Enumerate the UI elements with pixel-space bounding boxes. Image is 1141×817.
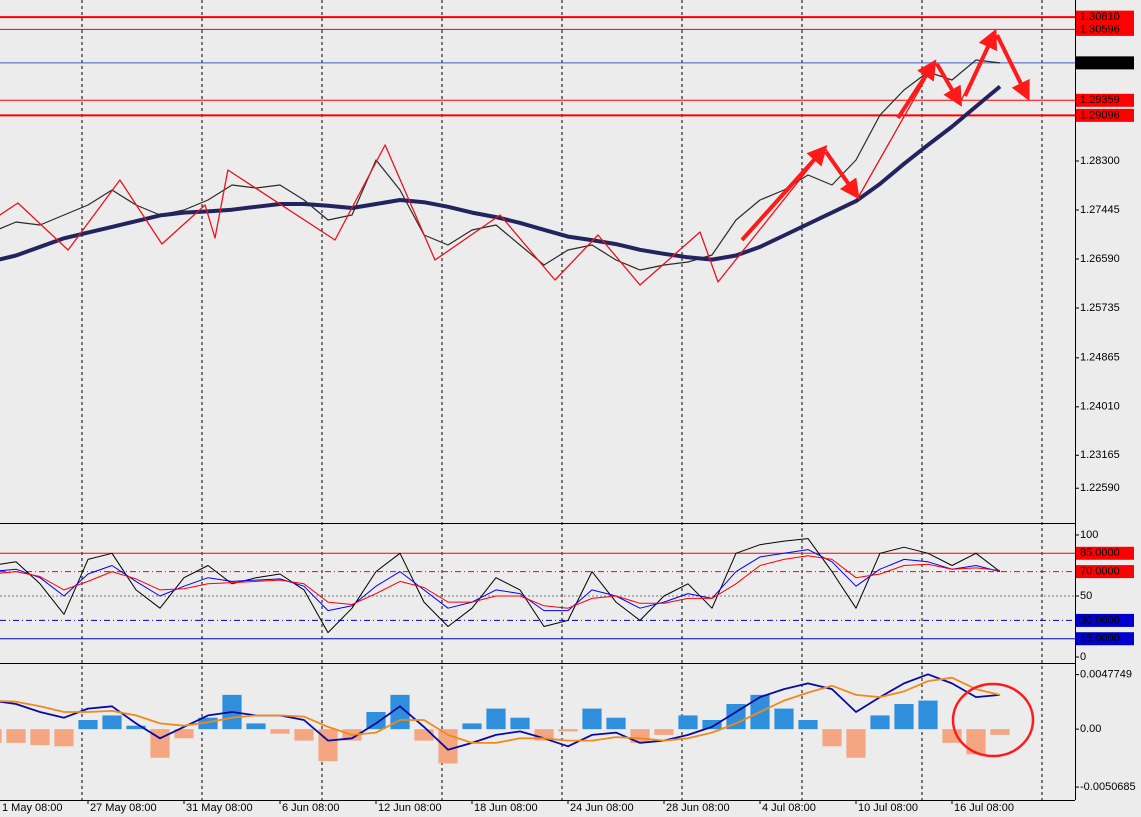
y-tick-label: 100 <box>1080 529 1098 541</box>
histogram-bar <box>894 704 914 730</box>
histogram-bar <box>678 715 698 730</box>
frame <box>0 0 1076 801</box>
level-label: 1.29359 <box>1080 94 1120 106</box>
histogram-bar <box>102 715 122 730</box>
series-line <box>0 676 1001 744</box>
histogram-bar <box>126 725 146 730</box>
series-line <box>0 538 1001 634</box>
x-tick-label: 27 May 08:00 <box>90 802 157 814</box>
histogram-bar <box>822 729 842 747</box>
level-label: 1.30596 <box>1080 23 1120 35</box>
y-tick-label: 50 <box>1080 590 1092 602</box>
histogram-bar <box>966 729 986 755</box>
level-label-box <box>1076 22 1134 36</box>
histogram-bar <box>486 708 506 730</box>
series-line <box>0 555 1001 609</box>
pane <box>0 673 1010 764</box>
y-tick-label: 1.24010 <box>1080 401 1120 413</box>
y-tick-label: 1.27445 <box>1080 204 1120 216</box>
histogram-bar <box>846 729 866 758</box>
x-tick-label: 10 Jul 08:00 <box>858 802 918 814</box>
series-line <box>0 673 1001 751</box>
y-tick-label: 1.28300 <box>1080 155 1120 167</box>
x-tick-label: 18 Jun 08:00 <box>474 802 538 814</box>
y-tick-label: 0.0047749 <box>1080 668 1132 680</box>
x-tick-label: 1 May 08:00 <box>2 802 63 814</box>
arrow <box>824 150 860 200</box>
level-label-box <box>1076 565 1134 579</box>
level-label: 1.29096 <box>1080 109 1120 121</box>
histogram-bar <box>918 700 938 730</box>
histogram-bar <box>270 729 290 734</box>
histogram-bar <box>990 729 1010 735</box>
histogram-bar <box>54 729 74 747</box>
pane <box>0 16 1075 286</box>
plot-layer <box>0 0 1079 804</box>
level-label-box <box>1076 56 1134 70</box>
level-label-box <box>1076 613 1134 627</box>
level-label: 30.0000 <box>1080 614 1120 626</box>
y-tick-label: 1.26590 <box>1080 253 1120 265</box>
level-label: 1.30810 <box>1080 11 1120 23</box>
histogram-bar <box>606 717 626 730</box>
level-label-box <box>1076 546 1134 560</box>
histogram-bar <box>366 712 386 730</box>
y-tick-label: 1.22590 <box>1080 482 1120 494</box>
histogram-bar <box>654 729 674 735</box>
histogram-bar <box>870 715 890 730</box>
level-label: 15.0000 <box>1080 633 1120 645</box>
highlight-circle <box>951 682 1035 758</box>
histogram-bar <box>198 717 218 730</box>
arrow <box>935 62 963 107</box>
x-tick-label: 12 Jun 08:00 <box>378 802 442 814</box>
x-tick-label: 31 May 08:00 <box>186 802 253 814</box>
x-tick-label: 16 Jul 08:00 <box>954 802 1014 814</box>
level-label: 85.0000 <box>1080 547 1120 559</box>
histogram-bar <box>582 708 602 730</box>
histogram-bar <box>6 729 26 743</box>
histogram-bar <box>30 729 50 746</box>
y-tick-label: 1.25735 <box>1080 302 1120 314</box>
histogram-bar <box>558 729 578 732</box>
arrow <box>963 28 997 97</box>
y-tick-label: 0 <box>1080 651 1086 663</box>
pane <box>0 538 1075 640</box>
arrow <box>740 145 828 242</box>
x-tick-label: 24 Jun 08:00 <box>570 802 634 814</box>
y-tick-label: 1.23165 <box>1080 449 1120 461</box>
histogram-bar <box>726 704 746 730</box>
histogram-bar <box>0 729 2 743</box>
histogram-bar <box>702 720 722 730</box>
annotations <box>740 28 1035 758</box>
level-label-box <box>1076 10 1134 24</box>
level-label-box <box>1076 108 1134 122</box>
histogram-bar <box>246 723 266 730</box>
x-tick-label: 6 Jun 08:00 <box>282 802 340 814</box>
histogram-bar <box>78 720 98 730</box>
x-tick-label: 28 Jun 08:00 <box>666 802 730 814</box>
arrow <box>896 59 937 120</box>
level-label: 70.0000 <box>1080 566 1120 578</box>
histogram-bar <box>294 729 314 741</box>
y-tick-label: -0.0050685 <box>1080 781 1136 793</box>
histogram-bar <box>462 723 482 730</box>
arrow <box>995 34 1030 102</box>
histogram-bar <box>798 720 818 730</box>
histogram-bar <box>438 729 458 764</box>
x-tick-label: 4 Jul 08:00 <box>762 802 816 814</box>
histogram-bar <box>942 729 962 743</box>
level-label: 1.30012 <box>1080 57 1120 69</box>
histogram-bar <box>414 729 434 741</box>
histogram-bar <box>774 708 794 730</box>
y-tick-label: 1.24865 <box>1080 352 1120 364</box>
level-label-box <box>1076 93 1134 107</box>
histogram-bar <box>174 729 194 739</box>
y-tick-label: 0.00 <box>1080 723 1101 735</box>
series-line <box>0 549 1001 612</box>
histogram-bar <box>510 717 530 730</box>
level-label-box <box>1076 632 1134 646</box>
histogram-bar <box>534 729 554 741</box>
